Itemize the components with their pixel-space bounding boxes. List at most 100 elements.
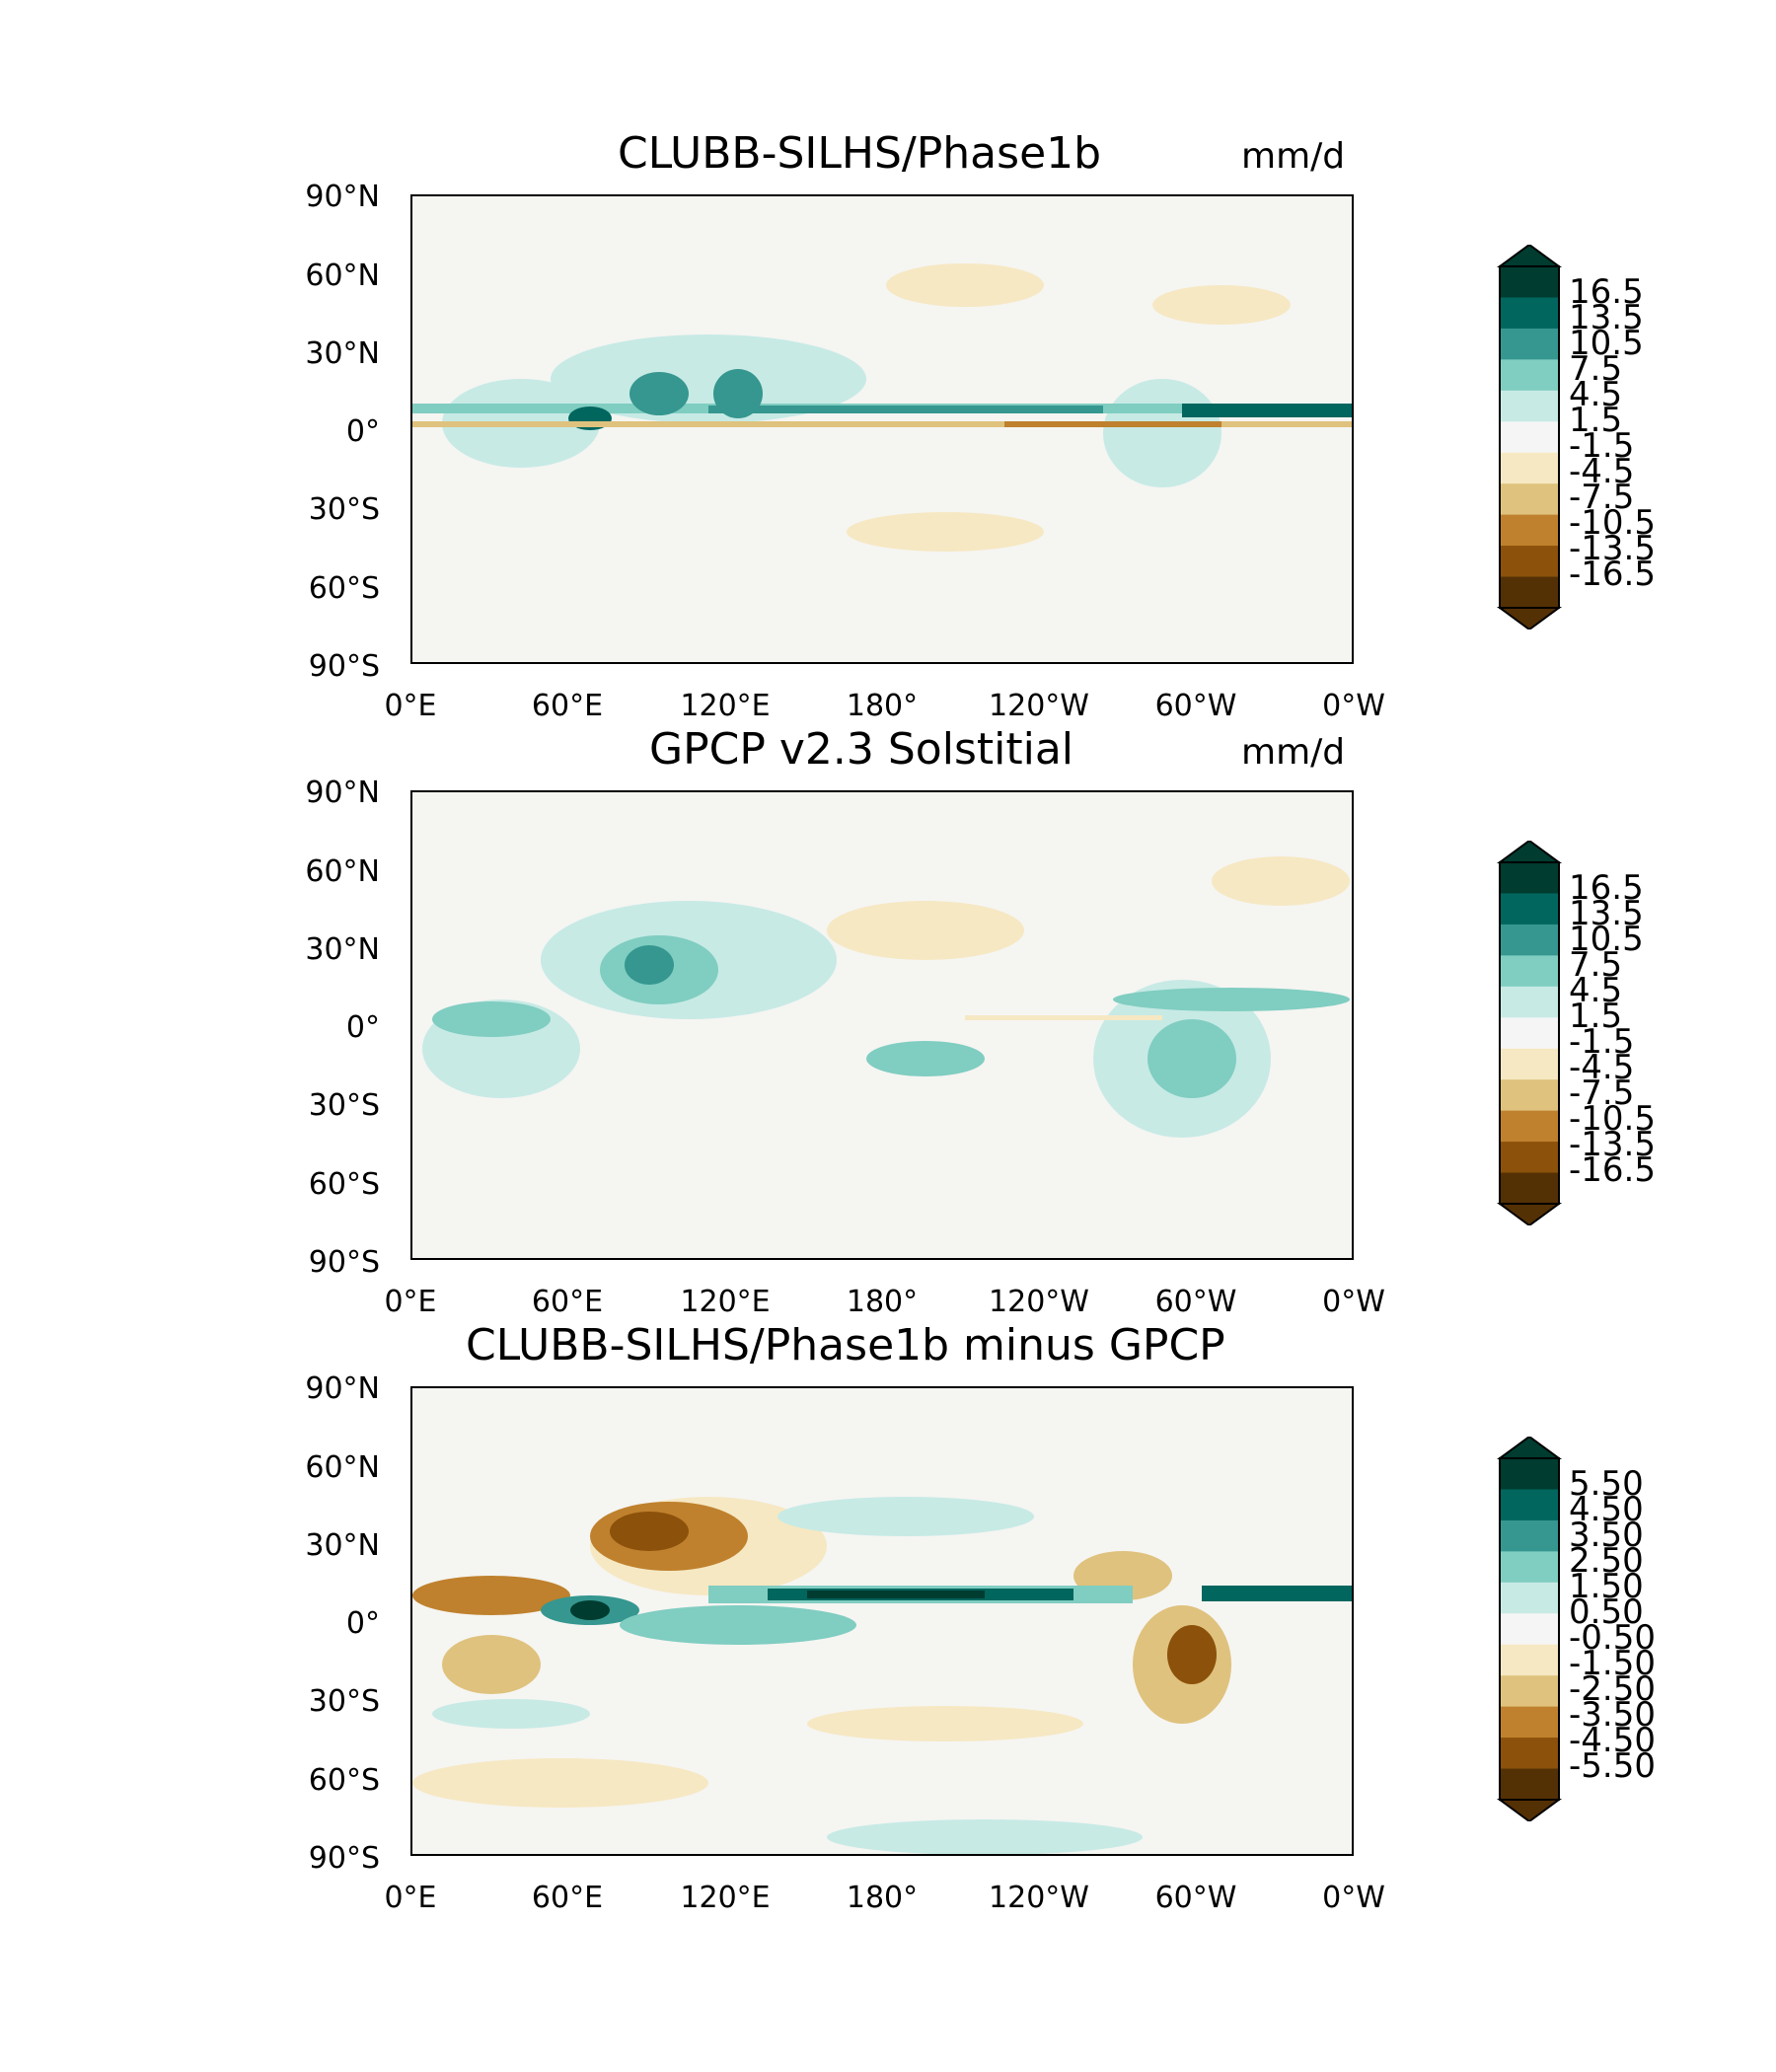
- lat-tick-label: 90°S: [308, 1245, 380, 1280]
- lat-tick-label: 30°N: [305, 1528, 380, 1563]
- colorbar-label: -16.5: [1569, 1150, 1656, 1190]
- colorbar-bin: [1500, 862, 1559, 894]
- lon-tick-label: 0°E: [384, 1881, 437, 1915]
- colorbar-label: 13.5: [1569, 894, 1644, 933]
- lon-tick-label: 120°E: [680, 689, 771, 723]
- colorbar-label: 0.50: [1569, 1592, 1644, 1632]
- lon-tick-label: 120°E: [680, 1881, 771, 1915]
- panel-2-units: mm/d: [1241, 732, 1346, 773]
- colorbar-label: -13.5: [1569, 1125, 1656, 1164]
- lat-tick-label: 60°N: [305, 1450, 380, 1485]
- colorbar-bin: [1500, 1551, 1559, 1584]
- colorbar-bin: [1500, 1110, 1559, 1143]
- lat-tick-label: 60°N: [305, 259, 380, 293]
- colorbar-label: -13.5: [1569, 529, 1656, 568]
- lon-tick-label: 120°W: [989, 689, 1089, 723]
- colorbar-bin: [1500, 1738, 1559, 1770]
- lon-tick-label: 180°: [846, 689, 919, 723]
- colorbar-label: 1.5: [1569, 997, 1623, 1036]
- panel-2-colorbar-bins: [1499, 861, 1560, 1205]
- colorbar-label: -1.5: [1569, 1022, 1635, 1062]
- colorbar-bin: [1500, 1017, 1559, 1050]
- lat-tick-label: 0°: [345, 1606, 380, 1641]
- colorbar-bin: [1500, 390, 1559, 422]
- colorbar-label: -1.50: [1569, 1644, 1656, 1683]
- panel-1-colorbar-bins: [1499, 265, 1560, 609]
- lon-tick-label: 0°W: [1322, 1881, 1385, 1915]
- colorbar-bin: [1500, 986, 1559, 1018]
- lat-tick-label: 90°N: [305, 776, 380, 810]
- colorbar-label: 13.5: [1569, 298, 1644, 337]
- colorbar-bin: [1500, 1768, 1559, 1801]
- lat-tick-label: 60°S: [308, 571, 380, 606]
- lat-tick-label: 30°N: [305, 932, 380, 967]
- panel-2-title: GPCP v2.3 Solstitial: [649, 724, 1074, 775]
- colorbar-label: 4.5: [1569, 375, 1623, 414]
- panel-1-map: [410, 194, 1354, 664]
- colorbar-bin: [1500, 1489, 1559, 1521]
- panel-3-map: [410, 1386, 1354, 1856]
- panel-3-colorbar-bins: [1499, 1457, 1560, 1801]
- lon-tick-label: 60°E: [531, 1881, 604, 1915]
- lat-tick-label: 60°S: [308, 1763, 380, 1798]
- colorbar-bin: [1500, 1675, 1559, 1708]
- colorbar-bin: [1500, 266, 1559, 298]
- lon-tick-label: 120°E: [680, 1285, 771, 1319]
- colorbar-label: -4.50: [1569, 1721, 1656, 1760]
- colorbar-label: -4.5: [1569, 452, 1635, 491]
- lat-tick-label: 60°N: [305, 854, 380, 889]
- colorbar-label: 4.50: [1569, 1490, 1644, 1529]
- colorbar-label: -5.50: [1569, 1746, 1656, 1786]
- colorbar-label: -7.5: [1569, 478, 1635, 517]
- colorbar-bin: [1500, 483, 1559, 516]
- colorbar-bin: [1500, 955, 1559, 988]
- colorbar-bin: [1500, 546, 1559, 578]
- lon-tick-label: 60°E: [531, 689, 604, 723]
- colorbar-label: 10.5: [1569, 324, 1644, 363]
- colorbar-label: -7.5: [1569, 1073, 1635, 1113]
- lat-tick-label: 30°S: [308, 1088, 380, 1123]
- colorbar-label: -4.5: [1569, 1048, 1635, 1087]
- lat-tick-label: 60°S: [308, 1167, 380, 1202]
- lon-tick-label: 60°E: [531, 1285, 604, 1319]
- colorbar-bin: [1500, 1458, 1559, 1490]
- lat-tick-label: 0°: [345, 414, 380, 449]
- colorbar-label: 7.5: [1569, 945, 1623, 985]
- colorbar-label: 1.5: [1569, 401, 1623, 440]
- colorbar-label: 1.50: [1569, 1567, 1644, 1606]
- colorbar-label: -1.5: [1569, 426, 1635, 466]
- lat-tick-label: 90°N: [305, 1371, 380, 1406]
- lat-tick-label: 0°: [345, 1010, 380, 1045]
- panel-3-precip-field: [412, 1497, 1352, 1854]
- colorbar-label: -0.50: [1569, 1618, 1656, 1658]
- lat-tick-label: 90°S: [308, 649, 380, 684]
- colorbar-label: -16.5: [1569, 555, 1656, 594]
- lon-tick-label: 180°: [846, 1285, 919, 1319]
- lat-tick-label: 90°N: [305, 180, 380, 214]
- colorbar-bin: [1500, 924, 1559, 956]
- colorbar-bin: [1500, 893, 1559, 925]
- panel-1-title: CLUBB-SILHS/Phase1b: [618, 128, 1102, 179]
- colorbar-label: 5.50: [1569, 1464, 1644, 1504]
- colorbar-bin: [1500, 452, 1559, 484]
- panel-1-colorbar: [1496, 245, 1563, 629]
- colorbar-label: 16.5: [1569, 868, 1644, 908]
- colorbar-label: 16.5: [1569, 272, 1644, 312]
- colorbar-label: -3.50: [1569, 1695, 1656, 1735]
- lon-tick-label: 60°W: [1154, 689, 1237, 723]
- panel-2-map: [410, 790, 1354, 1260]
- lon-tick-label: 120°W: [989, 1881, 1089, 1915]
- panel-2-precip-field: [422, 856, 1350, 1138]
- colorbar-bin: [1500, 1613, 1559, 1646]
- colorbar-label: -2.50: [1569, 1669, 1656, 1709]
- colorbar-bin: [1500, 1644, 1559, 1676]
- lat-tick-label: 30°S: [308, 492, 380, 527]
- lon-tick-label: 0°E: [384, 689, 437, 723]
- lon-tick-label: 180°: [846, 1881, 919, 1915]
- panel-2-colorbar: [1496, 841, 1563, 1225]
- colorbar-bin: [1500, 421, 1559, 454]
- colorbar-label: 2.50: [1569, 1541, 1644, 1581]
- colorbar-bin: [1500, 576, 1559, 609]
- colorbar-label: 10.5: [1569, 920, 1644, 959]
- lon-tick-label: 0°W: [1322, 689, 1385, 723]
